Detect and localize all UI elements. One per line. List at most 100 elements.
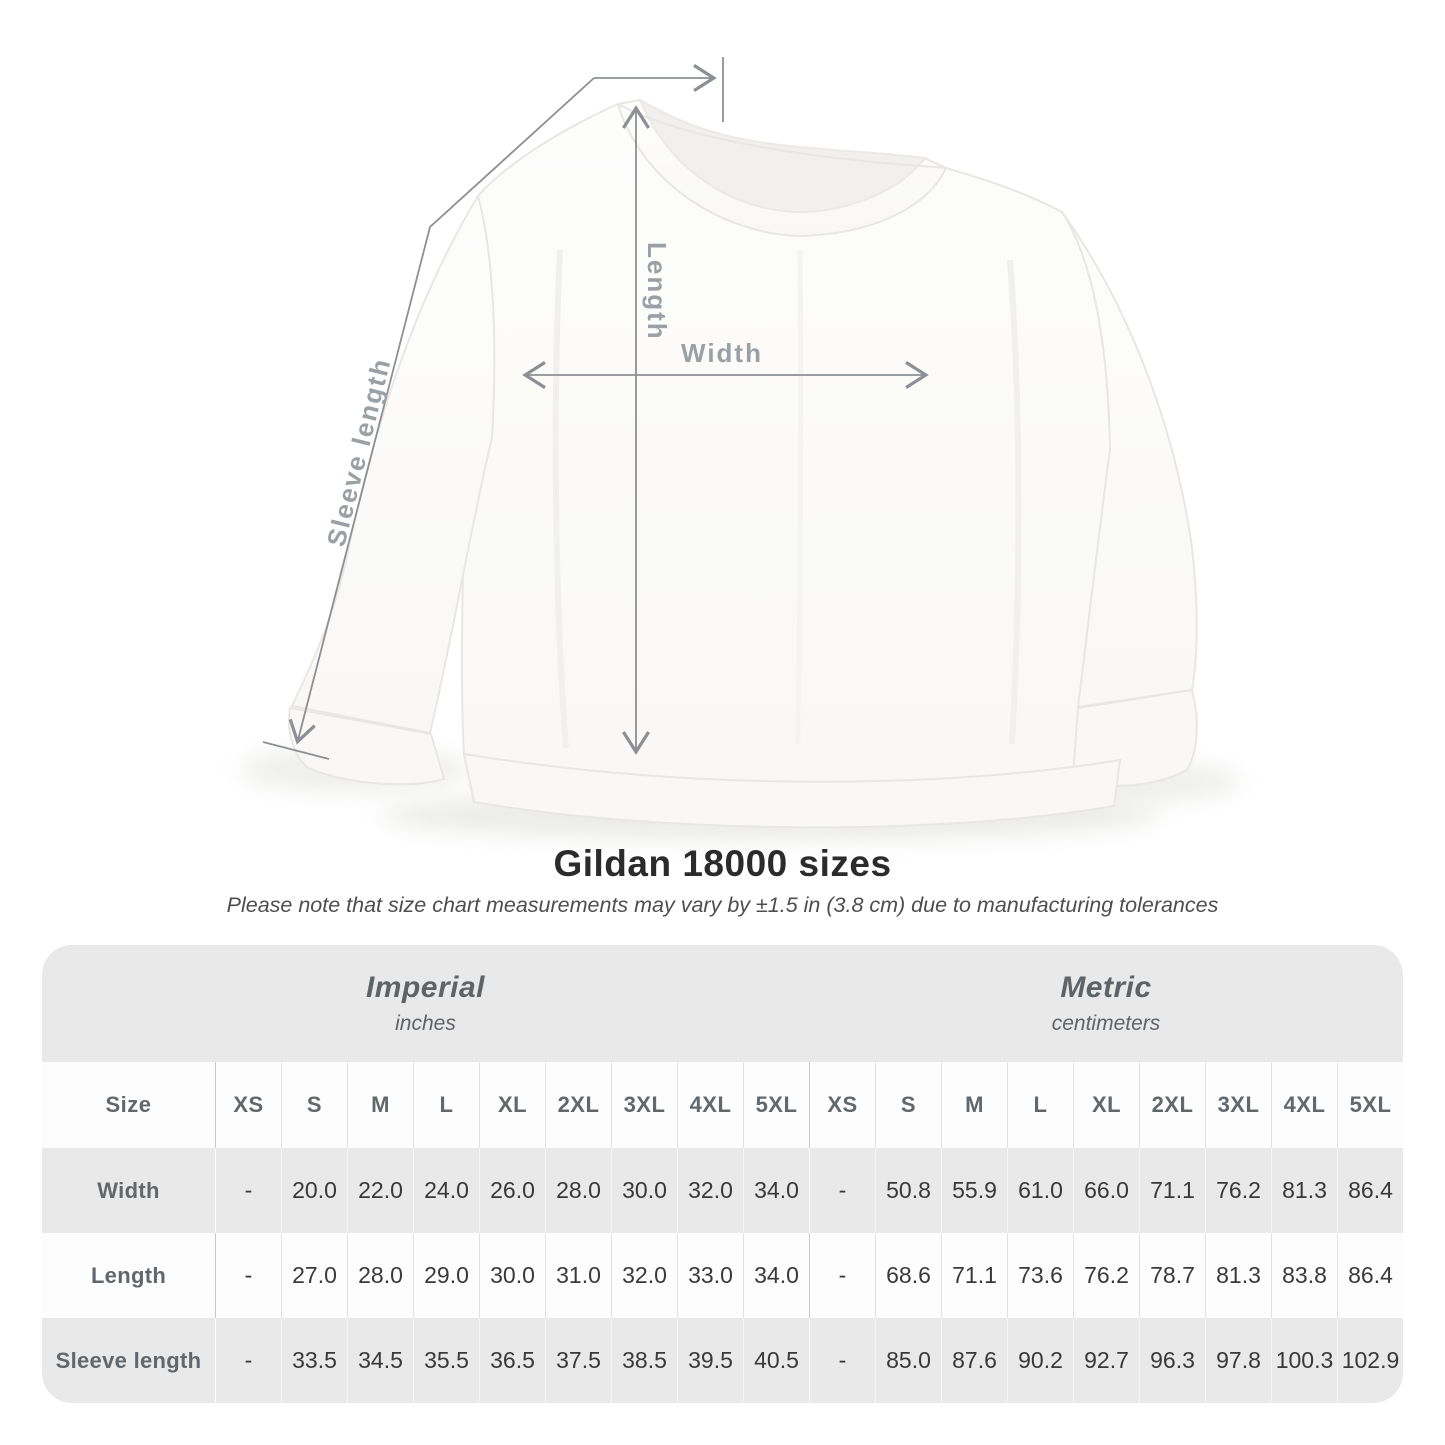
- size-table: Imperial inches Metric centimeters Size …: [42, 945, 1403, 1403]
- table-row-width: Width - 20.0 22.0 24.0 26.0 28.0 30.0 32…: [42, 1148, 1403, 1233]
- imperial-title: Imperial: [365, 971, 486, 1004]
- size-value-cell: 24.0: [413, 1148, 479, 1233]
- column-header-metric-3xl: 3XL: [1205, 1062, 1271, 1148]
- size-value-cell: 26.0: [479, 1148, 545, 1233]
- column-header-imperial-4xl: 4XL: [677, 1062, 743, 1148]
- size-value-cell: 76.2: [1073, 1233, 1139, 1318]
- width-label: Width: [681, 338, 763, 368]
- column-header-imperial-s: S: [281, 1062, 347, 1148]
- size-value-cell: 85.0: [875, 1318, 941, 1403]
- row-label-width: Width: [42, 1148, 215, 1233]
- size-value-cell: 32.0: [611, 1233, 677, 1318]
- column-header-imperial-xs: XS: [215, 1062, 281, 1148]
- dimension-lines: [262, 57, 929, 760]
- size-value-cell: 87.6: [941, 1318, 1007, 1403]
- size-value-cell: -: [215, 1148, 281, 1233]
- size-value-cell: -: [215, 1233, 281, 1318]
- size-value-cell: -: [809, 1233, 875, 1318]
- unit-header-row: Imperial inches Metric centimeters: [42, 945, 1403, 1062]
- cuff-tick-line: [262, 741, 330, 760]
- column-header-imperial-l: L: [413, 1062, 479, 1148]
- column-header-metric-l: L: [1007, 1062, 1073, 1148]
- size-value-cell: 97.8: [1205, 1318, 1271, 1403]
- size-value-cell: 20.0: [281, 1148, 347, 1233]
- size-value-cell: 96.3: [1139, 1318, 1205, 1403]
- size-value-cell: 81.3: [1271, 1148, 1337, 1233]
- column-header-metric-xl: XL: [1073, 1062, 1139, 1148]
- column-header-metric-5xl: 5XL: [1337, 1062, 1403, 1148]
- size-value-cell: 29.0: [413, 1233, 479, 1318]
- size-value-cell: 90.2: [1007, 1318, 1073, 1403]
- size-value-cell: 27.0: [281, 1233, 347, 1318]
- size-value-cell: 73.6: [1007, 1233, 1073, 1318]
- size-value-cell: 22.0: [347, 1148, 413, 1233]
- size-value-cell: 39.5: [677, 1318, 743, 1403]
- size-value-cell: 55.9: [941, 1148, 1007, 1233]
- column-header-metric-4xl: 4XL: [1271, 1062, 1337, 1148]
- size-value-cell: 34.0: [743, 1233, 809, 1318]
- column-header-imperial-5xl: 5XL: [743, 1062, 809, 1148]
- row-label-length: Length: [42, 1233, 215, 1318]
- length-label: Length: [642, 242, 672, 341]
- size-value-cell: 83.8: [1271, 1233, 1337, 1318]
- size-value-cell: 68.6: [875, 1233, 941, 1318]
- size-value-cell: 38.5: [611, 1318, 677, 1403]
- sweatshirt-hem: [462, 752, 1122, 829]
- size-value-cell: 71.1: [941, 1233, 1007, 1318]
- size-value-cell: 76.2: [1205, 1148, 1271, 1233]
- size-value-cell: 30.0: [611, 1148, 677, 1233]
- unit-header-metric: Metric centimeters: [809, 945, 1403, 1062]
- size-value-cell: 78.7: [1139, 1233, 1205, 1318]
- collar-interior: [637, 97, 927, 214]
- size-value-cell: -: [215, 1318, 281, 1403]
- table-row-sleeve-length: Sleeve length - 33.5 34.5 35.5 36.5 37.5…: [42, 1318, 1403, 1403]
- column-header-imperial-m: M: [347, 1062, 413, 1148]
- size-value-cell: 33.0: [677, 1233, 743, 1318]
- metric-subtitle: centimeters: [1051, 1012, 1161, 1035]
- size-value-cell: -: [809, 1318, 875, 1403]
- size-value-cell: 100.3: [1271, 1318, 1337, 1403]
- size-value-cell: 32.0: [677, 1148, 743, 1233]
- size-value-cell: 31.0: [545, 1233, 611, 1318]
- size-value-cell: 50.8: [875, 1148, 941, 1233]
- size-value-cell: 33.5: [281, 1318, 347, 1403]
- size-value-cell: 28.0: [545, 1148, 611, 1233]
- size-header-row: Size XS S M L XL 2XL 3XL 4XL 5XL XS S M …: [42, 1062, 1403, 1148]
- sweatshirt-diagram: Length Width Sleeve length: [240, 57, 1240, 841]
- size-value-cell: 36.5: [479, 1318, 545, 1403]
- size-value-cell: 102.9: [1337, 1318, 1403, 1403]
- column-header-metric-2xl: 2XL: [1139, 1062, 1205, 1148]
- size-value-cell: -: [809, 1148, 875, 1233]
- size-value-cell: 30.0: [479, 1233, 545, 1318]
- size-value-cell: 61.0: [1007, 1148, 1073, 1233]
- column-header-imperial-xl: XL: [479, 1062, 545, 1148]
- table-row-length: Length - 27.0 28.0 29.0 30.0 31.0 32.0 3…: [42, 1233, 1403, 1318]
- size-value-cell: 86.4: [1337, 1233, 1403, 1318]
- unit-header-imperial: Imperial inches: [42, 945, 809, 1062]
- size-value-cell: 37.5: [545, 1318, 611, 1403]
- size-value-cell: 81.3: [1205, 1233, 1271, 1318]
- size-value-cell: 71.1: [1139, 1148, 1205, 1233]
- size-value-cell: 34.5: [347, 1318, 413, 1403]
- size-value-cell: 35.5: [413, 1318, 479, 1403]
- size-value-cell: 34.0: [743, 1148, 809, 1233]
- column-header-imperial-2xl: 2XL: [545, 1062, 611, 1148]
- column-header-imperial-3xl: 3XL: [611, 1062, 677, 1148]
- size-value-cell: 40.5: [743, 1318, 809, 1403]
- size-column-header: Size: [42, 1062, 215, 1148]
- column-header-metric-m: M: [941, 1062, 1007, 1148]
- size-value-cell: 66.0: [1073, 1148, 1139, 1233]
- column-header-metric-xs: XS: [809, 1062, 875, 1148]
- sleeve-length-line: [288, 77, 595, 745]
- sweatshirt-illustration: [288, 97, 1198, 829]
- page-title: Gildan 18000 sizes: [553, 843, 892, 884]
- metric-title: Metric: [1060, 971, 1152, 1004]
- size-value-cell: 86.4: [1337, 1148, 1403, 1233]
- size-value-cell: 28.0: [347, 1233, 413, 1318]
- tolerance-note: Please note that size chart measurements…: [226, 893, 1219, 917]
- column-header-metric-s: S: [875, 1062, 941, 1148]
- imperial-subtitle: inches: [395, 1012, 456, 1035]
- row-label-sleeve-length: Sleeve length: [42, 1318, 215, 1403]
- size-value-cell: 92.7: [1073, 1318, 1139, 1403]
